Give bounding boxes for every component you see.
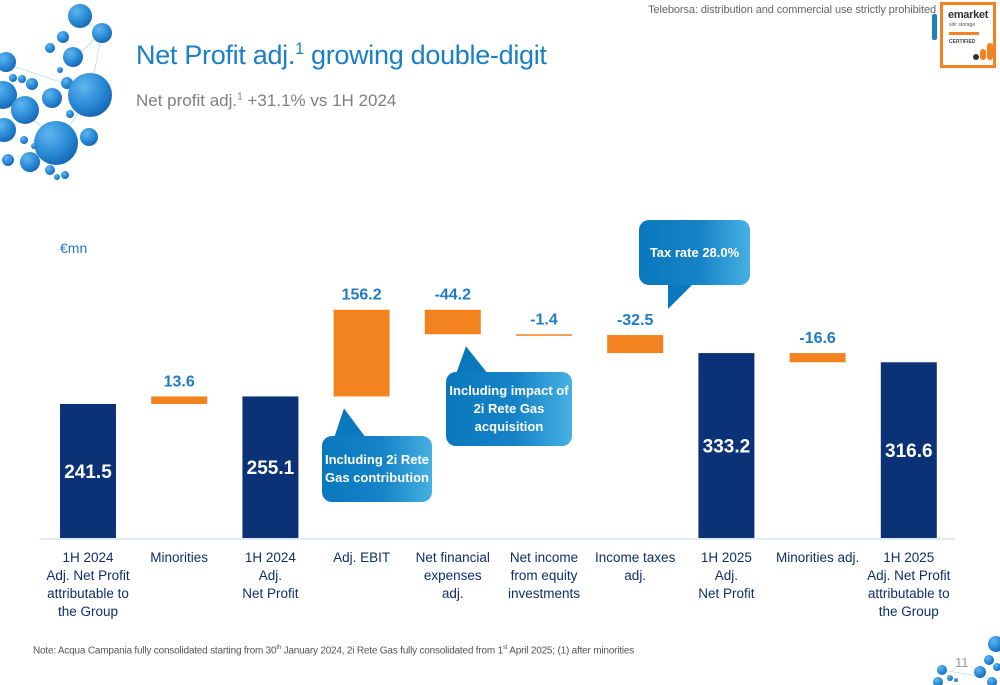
badge-dot-icon <box>973 54 979 60</box>
category-label: Income taxes adj. <box>595 550 676 583</box>
delta-bar <box>151 396 208 404</box>
callout-pointer <box>334 408 366 438</box>
category-label: Net income from equity investments <box>507 550 581 601</box>
subtitle-text-rest: +31.1% vs 1H 2024 <box>242 91 397 110</box>
callout-pointer <box>668 283 694 309</box>
category-label: Net financial expenses adj. <box>415 550 490 601</box>
category-label: 1H 2025 Adj. Net Profit attributable to … <box>867 550 951 619</box>
total-bar <box>880 362 937 538</box>
data-label: 255.1 <box>247 458 295 479</box>
emarket-certified-badge: emarket sdir storage CERTIFIED <box>940 2 996 68</box>
data-label: 333.2 <box>703 437 751 458</box>
callout-pointer <box>456 346 488 374</box>
total-bar <box>698 353 755 538</box>
delta-bar <box>424 309 481 335</box>
category-label: Minorities <box>150 550 209 565</box>
total-bar <box>242 396 299 538</box>
badge-bar-icon <box>987 43 993 60</box>
data-label: 316.6 <box>885 441 933 462</box>
footnote-sup: th <box>276 645 281 651</box>
category-label: Adj. EBIT <box>333 550 391 565</box>
callout-annotation: Including impact of 2i Rete Gas acquisit… <box>446 372 572 446</box>
category-label: 1H 2024 Adj. Net Profit <box>242 550 299 601</box>
badge-brand: emarket <box>948 9 989 21</box>
data-label: 241.5 <box>64 462 112 483</box>
distribution-watermark: Teleborsa: distribution and commercial u… <box>648 4 936 16</box>
page-subtitle: Net profit adj.1 +31.1% vs 1H 2024 <box>136 91 396 111</box>
badge-divider <box>949 32 979 35</box>
bubble-decoration-bottom-right <box>933 636 1000 685</box>
delta-bar <box>789 353 846 363</box>
title-text: Net Profit adj. <box>136 40 296 70</box>
footnote: Note: Acqua Campania fully consolidated … <box>33 645 634 656</box>
badge-subtitle: sdir storage <box>949 22 976 28</box>
category-label: Minorities adj. <box>775 550 860 565</box>
subtitle-text: Net profit adj. <box>136 91 238 110</box>
title-text-rest: growing double-digit <box>303 40 547 70</box>
data-label: -16.6 <box>799 330 836 347</box>
footnote-sup: st <box>502 645 508 651</box>
data-label: -1.4 <box>530 311 558 328</box>
callout-annotation: Including 2i Rete Gas contribution <box>322 436 432 502</box>
footnote-text: January 2024, 2i Rete Gas fully consolid… <box>281 645 504 657</box>
delta-bar <box>516 334 572 336</box>
page-title: Net Profit adj.1 growing double-digit <box>136 40 547 71</box>
bubble-decoration-top-left <box>0 4 112 180</box>
brand-mark <box>932 14 937 40</box>
delta-bar <box>333 309 390 397</box>
page-number: 11 <box>955 655 969 670</box>
data-label: -32.5 <box>617 312 654 329</box>
badge-bar-icon <box>980 49 986 60</box>
footnote-text: April 2025; (1) after minorities <box>507 645 635 657</box>
title-footnote-marker: 1 <box>295 40 304 58</box>
badge-certified: CERTIFIED <box>949 39 976 45</box>
data-label: 156.2 <box>342 287 382 304</box>
subtitle-footnote-marker: 1 <box>237 91 243 103</box>
category-label: 1H 2025 Adj. Net Profit <box>698 550 755 601</box>
unit-label: €mn <box>60 240 88 256</box>
data-label: -44.2 <box>435 287 472 304</box>
callout-annotation: Tax rate 28.0% <box>639 220 750 285</box>
total-bar <box>60 403 116 538</box>
data-label: 13.6 <box>164 373 195 390</box>
delta-bar <box>607 335 664 354</box>
category-label: 1H 2024 Adj. Net Profit attributable to … <box>46 550 130 619</box>
footnote-text: Note: Acqua Campania fully consolidated … <box>33 645 277 657</box>
